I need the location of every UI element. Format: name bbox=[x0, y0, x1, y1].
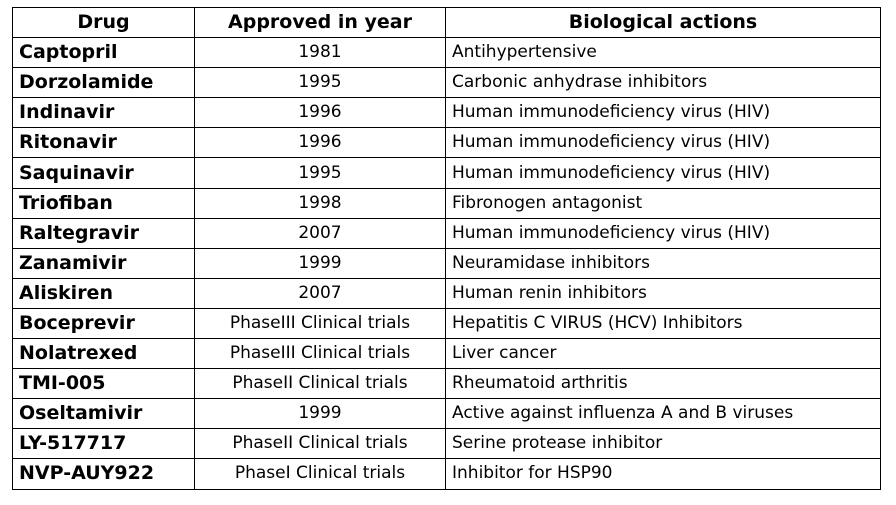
approved-year-cell: 1999 bbox=[194, 398, 446, 430]
header-row: Drug Approved in year Biological actions bbox=[12, 6, 881, 39]
table-row: TMI-005 PhaseII Clinical trials Rheumatoid… bbox=[12, 368, 881, 400]
approved-year-cell: PhaseII Clinical trials bbox=[194, 428, 446, 460]
approved-year-cell: PhaseIII Clinical trials bbox=[194, 338, 446, 370]
approved-year-cell: 1996 bbox=[194, 127, 446, 159]
drug-name-cell: Triofiban bbox=[12, 187, 195, 219]
drug-name-cell: Dorzolamide bbox=[12, 67, 195, 99]
drug-name-cell: Raltegravir bbox=[12, 217, 195, 249]
header-drug: Drug bbox=[12, 6, 195, 39]
biological-action-cell: Fibronogen antagonist bbox=[445, 187, 881, 219]
biological-action-cell: Inhibitor for HSP90 bbox=[445, 458, 881, 490]
approved-year-cell: PhaseII Clinical trials bbox=[194, 368, 446, 400]
header-approved-year: Approved in year bbox=[194, 6, 446, 39]
biological-action-cell: Hepatitis C VIRUS (HCV) Inhibitors bbox=[445, 307, 881, 340]
drug-name-cell: NVP-AUY922 bbox=[12, 458, 195, 490]
table-row: LY-517717 PhaseII Clinical trials Serine p… bbox=[12, 428, 881, 460]
biological-action-cell: Human immunodeficiency virus (HIV) bbox=[445, 157, 881, 189]
biological-action-cell: Liver cancer bbox=[445, 338, 881, 370]
drug-name-cell: Aliskiren bbox=[12, 277, 195, 309]
biological-action-cell: Serine protease inhibitor bbox=[445, 428, 881, 460]
drug-name-cell: Ritonavir bbox=[12, 127, 195, 159]
table-row: Captopril 1981 Antihypertensive bbox=[12, 37, 881, 69]
approved-year-cell: 1995 bbox=[194, 157, 446, 189]
table-row: Dorzolamide 1995 Carbonic anhydrase inhibi… bbox=[12, 67, 881, 99]
approved-year-cell: 1998 bbox=[194, 187, 446, 219]
approved-year-cell: 2007 bbox=[194, 217, 446, 249]
approved-year-cell: PhaseI Clinical trials bbox=[194, 458, 446, 490]
table-row: Indinavir 1996 Human immunodeficiency viru… bbox=[12, 97, 881, 129]
biological-action-cell: Rheumatoid arthritis bbox=[445, 368, 881, 400]
biological-action-cell: Carbonic anhydrase inhibitors bbox=[445, 67, 881, 99]
drug-name-cell: Oseltamivir bbox=[12, 398, 195, 430]
drug-name-cell: Boceprevir bbox=[12, 307, 195, 340]
drug-name-cell: Saquinavir bbox=[12, 157, 195, 189]
approved-year-cell: 1995 bbox=[194, 67, 446, 99]
biological-action-cell: Human renin inhibitors bbox=[445, 277, 881, 309]
biological-action-cell: Human immunodeficiency virus (HIV) bbox=[445, 97, 881, 129]
drug-table: Drug Approved in year Biological actions… bbox=[12, 6, 881, 490]
table-row: Aliskiren 2007 Human renin inhibitors bbox=[12, 277, 881, 309]
approved-year-cell: 1981 bbox=[194, 37, 446, 69]
approved-year-cell: 2007 bbox=[194, 277, 446, 309]
table-row: Zanamivir 1999 Neuramidase inhibitors bbox=[12, 247, 881, 279]
table-row: Raltegravir 2007 Human immunodeficiency vi… bbox=[12, 217, 881, 249]
table-row: Ritonavir 1996 Human immunodeficiency viru… bbox=[12, 127, 881, 159]
drug-name-cell: Indinavir bbox=[12, 97, 195, 129]
approved-year-cell: 1996 bbox=[194, 97, 446, 129]
table-row: Nolatrexed PhaseIII Clinical trials Liver … bbox=[12, 338, 881, 370]
biological-action-cell: Active against influenza A and B viruses bbox=[445, 398, 881, 430]
drug-name-cell: Captopril bbox=[12, 37, 195, 69]
drug-name-cell: Zanamivir bbox=[12, 247, 195, 279]
drug-name-cell: TMI-005 bbox=[12, 368, 195, 400]
table-row: NVP-AUY922 PhaseI Clinical trials Inhibito… bbox=[12, 458, 881, 490]
drug-name-cell: LY-517717 bbox=[12, 428, 195, 460]
biological-action-cell: Human immunodeficiency virus (HIV) bbox=[445, 127, 881, 159]
approved-year-cell: PhaseIII Clinical trials bbox=[194, 307, 446, 340]
table-row: Boceprevir PhaseIII Clinical trials Hepati… bbox=[12, 307, 881, 340]
table-row: Saquinavir 1995 Human immunodeficiency vir… bbox=[12, 157, 881, 189]
approved-year-cell: 1999 bbox=[194, 247, 446, 279]
drug-name-cell: Nolatrexed bbox=[12, 338, 195, 370]
table-row: Oseltamivir 1999 Active against influenza … bbox=[12, 398, 881, 430]
biological-action-cell: Neuramidase inhibitors bbox=[445, 247, 881, 279]
table-row: Triofiban 1998 Fibronogen antagonist bbox=[12, 187, 881, 219]
header-biological-actions: Biological actions bbox=[445, 6, 881, 39]
table-body: Captopril 1981 Antihypertensive Dorzolamide… bbox=[12, 37, 881, 490]
biological-action-cell: Human immunodeficiency virus (HIV) bbox=[445, 217, 881, 249]
biological-action-cell: Antihypertensive bbox=[445, 37, 881, 69]
